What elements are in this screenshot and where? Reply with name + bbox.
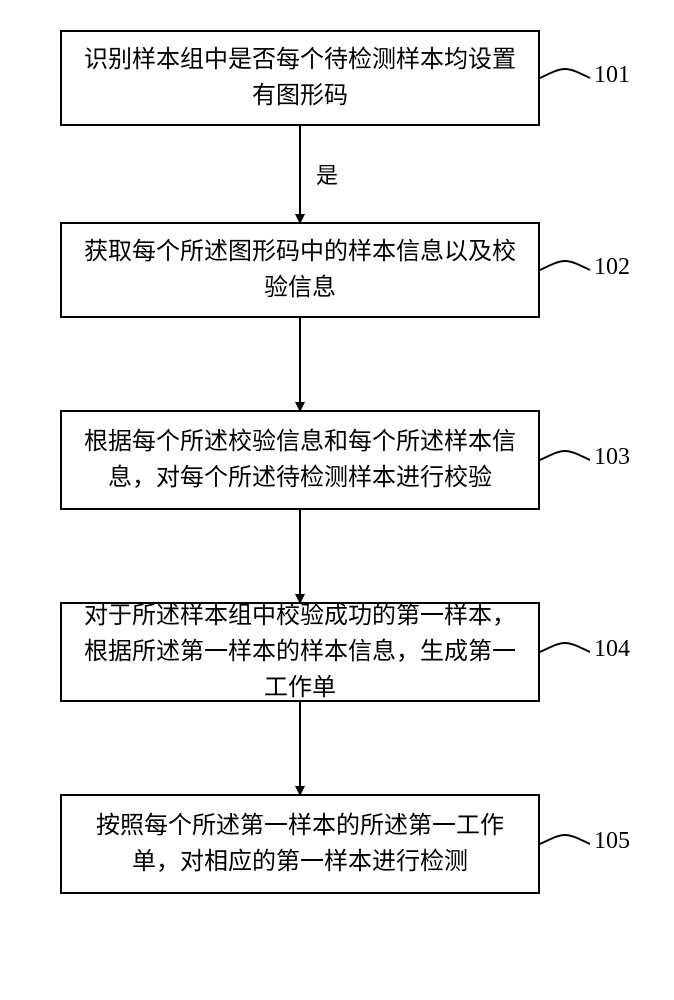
- step-5-number: 105: [594, 828, 630, 855]
- step-5-box: 按照每个所述第一样本的所述第一工作单，对相应的第一样本进行检测: [60, 794, 540, 894]
- step-4-box-text: 对于所述样本组中校验成功的第一样本，根据所述第一样本的样本信息，生成第一工作单: [74, 598, 526, 706]
- step-4-number: 104: [594, 636, 630, 663]
- step-4-box: 对于所述样本组中校验成功的第一样本，根据所述第一样本的样本信息，生成第一工作单: [60, 602, 540, 702]
- step-1-box-text: 识别样本组中是否每个待检测样本均设置有图形码: [74, 42, 526, 114]
- step-1-number: 101: [594, 62, 630, 89]
- step-5-box-text: 按照每个所述第一样本的所述第一工作单，对相应的第一样本进行检测: [74, 808, 526, 880]
- step-3-number: 103: [594, 444, 630, 471]
- step-2-box: 获取每个所述图形码中的样本信息以及校验信息: [60, 222, 540, 318]
- flowchart-canvas: 识别样本组中是否每个待检测样本均设置有图形码获取每个所述图形码中的样本信息以及校…: [0, 0, 674, 1000]
- step-2-number: 102: [594, 254, 630, 281]
- step-3-box: 根据每个所述校验信息和每个所述样本信息，对每个所述待检测样本进行校验: [60, 410, 540, 510]
- step-1-box: 识别样本组中是否每个待检测样本均设置有图形码: [60, 30, 540, 126]
- step-2-box-text: 获取每个所述图形码中的样本信息以及校验信息: [74, 234, 526, 306]
- edge-label-yes: 是: [316, 158, 338, 190]
- step-3-box-text: 根据每个所述校验信息和每个所述样本信息，对每个所述待检测样本进行校验: [74, 424, 526, 496]
